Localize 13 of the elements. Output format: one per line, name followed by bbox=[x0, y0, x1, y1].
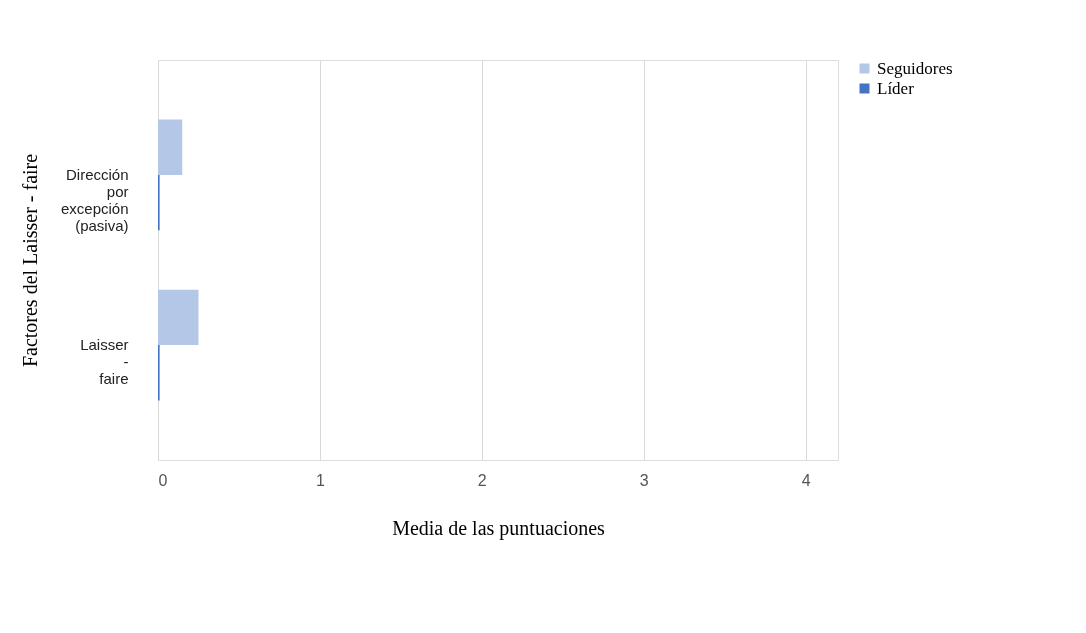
y-axis-title: Factores del Laisser - faire bbox=[18, 153, 41, 368]
bar bbox=[158, 119, 183, 175]
y-tick-label: Dirección por excepción (pasiva) bbox=[60, 165, 129, 234]
x-tick-label: 4 bbox=[801, 471, 811, 489]
x-tick-label: 1 bbox=[315, 471, 325, 489]
legend-label: Seguidores bbox=[877, 58, 953, 78]
x-tick-label: 2 bbox=[477, 471, 487, 489]
y-tick-label: Laisser - faire bbox=[80, 336, 129, 388]
x-tick-label: 0 bbox=[158, 471, 168, 489]
x-tick-label: 3 bbox=[639, 471, 649, 489]
x-axis-title: Media de las puntuaciones bbox=[392, 516, 606, 540]
legend-label: Líder bbox=[877, 78, 915, 98]
bar bbox=[158, 289, 199, 346]
